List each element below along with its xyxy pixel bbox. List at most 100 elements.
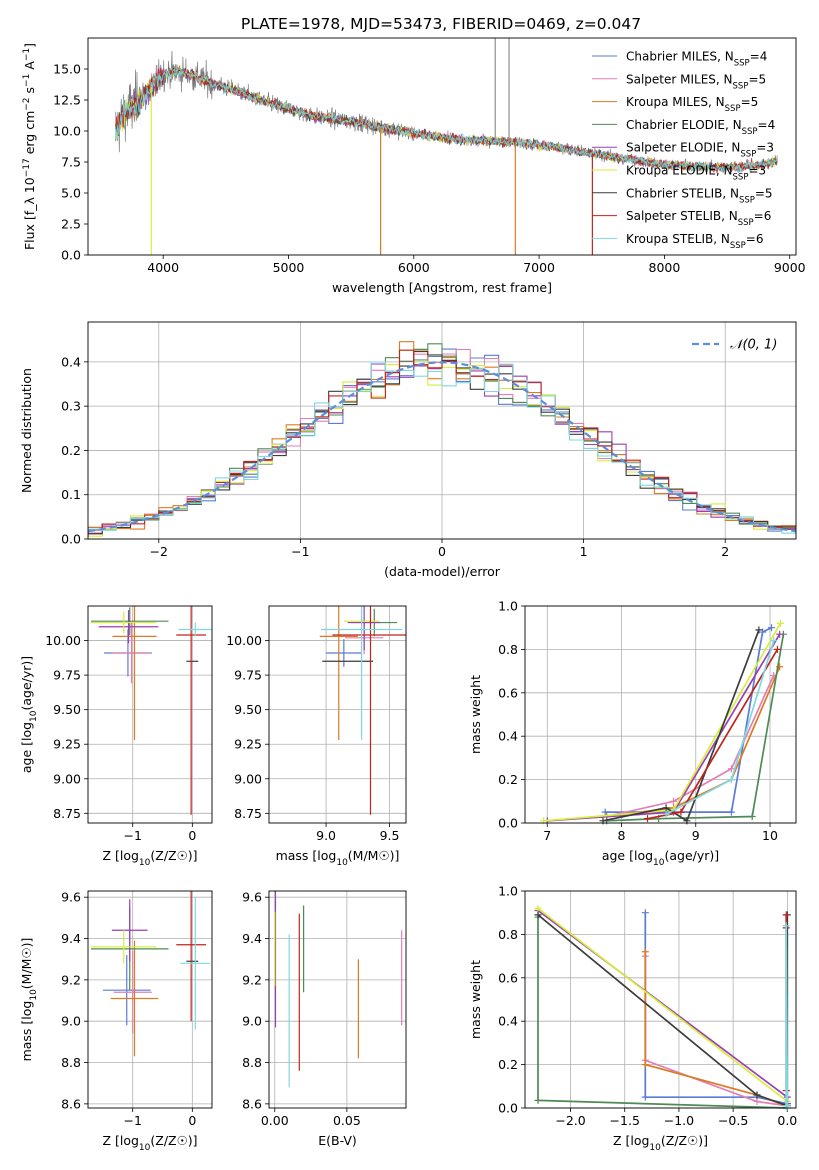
y-tick-label: 9.0 (61, 1014, 81, 1029)
y-tick-label: 5.0 (61, 186, 81, 201)
y-tick-label: 1.0 (498, 599, 518, 614)
weight-line-salpeter-elodie (537, 909, 789, 1104)
x-tick-label: −2.0 (555, 1113, 585, 1128)
residuals-histogram-panel: −2 −1 0 1 2 0.0 0.1 0.2 0.3 0.4 (data-model)/error… (19, 321, 797, 579)
weight-marker (767, 624, 775, 632)
x-tick-label: 4000 (147, 260, 179, 275)
y-axis-label: mass weight (468, 675, 483, 754)
weight-marker (644, 815, 652, 823)
mass-weight-vs-metallicity-panel: −2.0 −1.5 −1.0 −0.5 0.0 0.0 0.2 0.4 0.6 0.8 1.0 Z [… (468, 884, 797, 1154)
y-axis-label: Flux [f_λ 10−17 erg cm−2 s−1 A−1] (22, 43, 37, 250)
x-tick-label: 9000 (774, 260, 806, 275)
weight-line-chabrier-stelib (602, 629, 760, 823)
weight-line-salpeter-elodie (547, 633, 781, 822)
weight-line-chabrier-stelib (537, 914, 789, 1108)
model-line-kroupa-stelib (115, 68, 778, 173)
weight-marker (782, 922, 790, 930)
legend-label: Kroupa MILES, NSSP=5 (626, 95, 758, 114)
axes-frame (268, 890, 407, 1109)
y-tick-label: 0.6 (498, 685, 518, 700)
y-tick-label: 9.2 (61, 972, 81, 987)
spectrum-panel: 4000 5000 6000 7000 8000 9000 0.0 2.5 5.0 7.5 10.0… (22, 37, 806, 295)
weight-marker (727, 808, 735, 816)
y-tick-label: 9.4 (61, 931, 81, 946)
errorbar-area (90, 606, 212, 815)
weight-marker (662, 810, 670, 818)
weight-line-kroupa-elodie (543, 622, 782, 822)
legend-label: Kroupa ELODIE, NSSP=3 (626, 164, 766, 183)
y-tick-label: 0.4 (61, 354, 81, 369)
y-tick-label: 0.3 (61, 399, 81, 414)
x-axis-label: Z [log10(Z/Z☉)] (102, 848, 197, 868)
errorbar-area (274, 891, 403, 1088)
weight-marker (641, 948, 649, 956)
y-tick-label: 10.00 (45, 633, 81, 648)
x-tick-label: 8000 (649, 260, 681, 275)
age-vs-mass-panel: 9.0 9.5 8.75 9.00 9.25 9.50 9.75 10.00 mass [log… (226, 605, 407, 868)
x-tick-label: −1.5 (610, 1113, 640, 1128)
y-tick-label: 0.0 (61, 248, 81, 263)
y-tick-label: 7.5 (61, 155, 81, 170)
y-tick-label: 10.00 (226, 633, 262, 648)
age-vs-metallicity-panel: −1 0 8.75 9.00 9.25 9.50 9.75 10.00 Z [log10(Z/Z… (19, 605, 213, 868)
y-tick-label: 1.0 (498, 884, 518, 899)
mass-vs-metallicity-panel: −1 0 8.6 8.8 9.0 9.2 9.4 9.6 Z [log10(Z/Z☉)] mass… (19, 890, 213, 1153)
y-axis-label: age [log10(age/yr)] (19, 656, 39, 773)
weight-marker (753, 1097, 761, 1105)
weight-marker (759, 628, 767, 636)
legend-label: 𝒩(0, 1) (730, 338, 777, 353)
weight-marker (641, 1093, 649, 1101)
histogram-step-kroupa-stelib (88, 361, 796, 534)
y-tick-label: 9.0 (242, 1014, 262, 1029)
weight-marker (773, 645, 781, 653)
y-tick-label: 2.5 (61, 217, 81, 232)
weight-marker (641, 909, 649, 917)
y-tick-label: 8.75 (53, 806, 81, 821)
x-tick-label: −1 (123, 1113, 141, 1128)
y-tick-label: 0.2 (498, 772, 518, 787)
y-tick-label: 8.6 (61, 1096, 81, 1111)
legend-label: Chabrier MILES, NSSP=4 (626, 50, 767, 69)
mass-weight-vs-age-panel: 7 8 9 10 0.0 0.2 0.4 0.6 0.8 1.0 age [log10(age/yr… (468, 599, 797, 868)
y-tick-label: 0.8 (498, 927, 518, 942)
x-tick-label: 10 (762, 828, 778, 843)
x-axis-label: Z [log10(Z/Z☉)] (613, 1133, 708, 1153)
legend-label: Chabrier ELODIE, NSSP=4 (626, 118, 775, 137)
y-tick-label: 9.50 (234, 702, 262, 717)
y-tick-label: 0.0 (498, 816, 518, 831)
x-tick-label: 7 (543, 828, 551, 843)
weight-marker (534, 904, 542, 912)
y-tick-label: 9.75 (53, 668, 81, 683)
y-tick-label: 0.2 (61, 443, 81, 458)
weight-marker (534, 1096, 542, 1104)
x-tick-label: 0.05 (333, 1113, 361, 1128)
y-tick-label: 0.2 (498, 1057, 518, 1072)
x-tick-label: 9.5 (380, 828, 400, 843)
x-tick-label: 0 (188, 828, 196, 843)
y-tick-label: 9.50 (53, 702, 81, 717)
axes-frame (87, 605, 213, 824)
axes-frame (87, 890, 213, 1109)
x-tick-label: 0.00 (261, 1113, 289, 1128)
x-axis-label: mass [log10(M/M☉)] (276, 848, 400, 868)
mass-vs-extinction-panel: 0.00 0.05 8.6 8.8 9.0 9.2 9.4 9.6 E(B-V) (242, 890, 407, 1148)
x-axis-label: (data-model)/error (384, 564, 501, 579)
x-axis-label: Z [log10(Z/Z☉)] (102, 1133, 197, 1153)
y-tick-label: 8.8 (61, 1055, 81, 1070)
axes-frame (87, 37, 797, 256)
x-tick-label: −2 (150, 544, 168, 559)
x-axis-label: age [log10(age/yr)] (602, 848, 719, 868)
weight-marker (727, 776, 735, 784)
histogram-area (88, 341, 796, 537)
axes-frame (524, 605, 797, 824)
x-tick-label: 0.0 (777, 1113, 797, 1128)
x-tick-label: −1.0 (664, 1113, 694, 1128)
x-tick-label: 7000 (523, 260, 555, 275)
y-tick-label: 9.4 (242, 931, 262, 946)
weight-marker (755, 626, 763, 634)
weight-marker (782, 911, 790, 919)
y-tick-label: 0.0 (498, 1101, 518, 1116)
y-tick-label: 9.6 (61, 890, 81, 905)
y-tick-label: 8.75 (234, 806, 262, 821)
